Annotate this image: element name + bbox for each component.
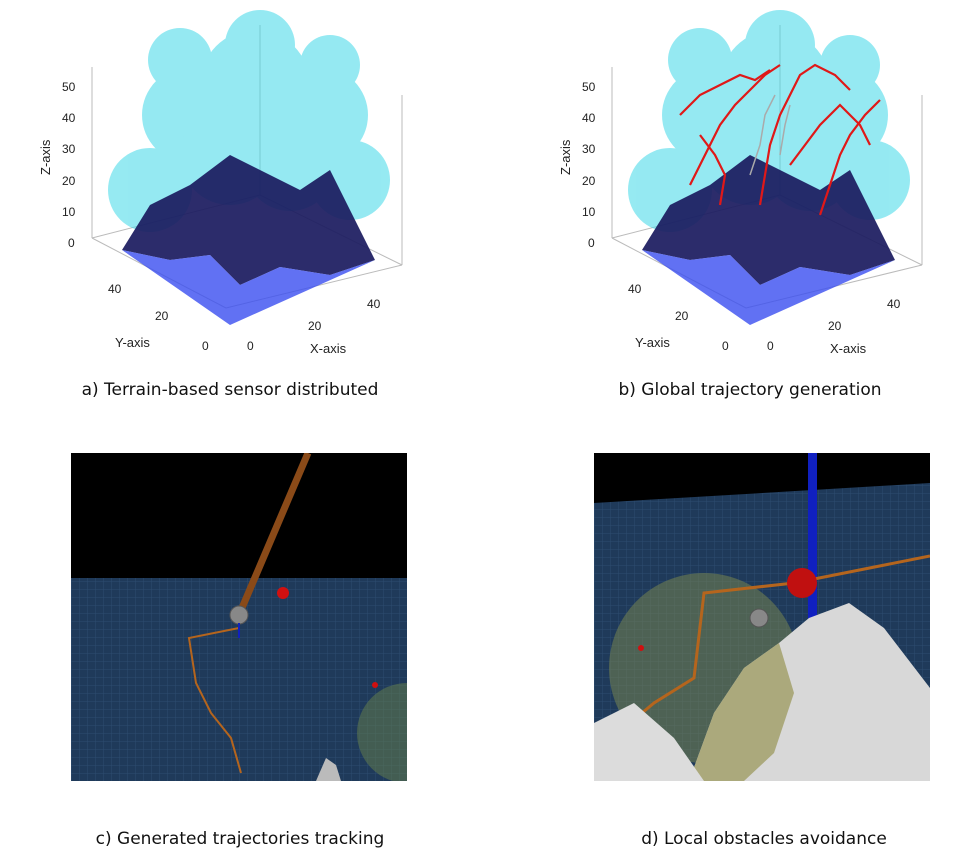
- terrain-peak: [316, 758, 341, 781]
- trajectory-path: [187, 627, 242, 774]
- goal-marker: [638, 645, 644, 651]
- caption-b: b) Global trajectory generation: [618, 380, 882, 400]
- panel-b-global-trajectory: Z-axis Y-axis X-axis 0 10 20 30 40 50 0 …: [550, 5, 950, 370]
- panel-c-trajectory-tracking: [71, 453, 407, 781]
- z-tick: 10: [582, 205, 596, 219]
- y-tick: 40: [628, 282, 642, 296]
- trajectory-path: [594, 554, 930, 755]
- z-tick: 0: [68, 236, 75, 250]
- panel-d-obstacle-avoidance: [594, 453, 930, 781]
- z-tick: 10: [62, 205, 76, 219]
- drone: [749, 608, 769, 628]
- obstacle-sphere: [357, 683, 407, 781]
- z-tick: 20: [582, 174, 596, 188]
- x-tick: 20: [828, 319, 842, 333]
- z-tick: 40: [582, 111, 596, 125]
- y-tick: 0: [722, 339, 729, 353]
- terrain-surface: [642, 155, 895, 285]
- z-tick: 30: [582, 142, 596, 156]
- z-axis-label: Z-axis: [38, 139, 53, 175]
- y-tick: 0: [202, 339, 209, 353]
- terrain-shaded: [689, 643, 794, 781]
- caption-c: c) Generated trajectories tracking: [95, 829, 385, 849]
- y-axis-label: Y-axis: [635, 335, 670, 350]
- x-tick: 0: [767, 339, 774, 353]
- z-tick: 30: [62, 142, 76, 156]
- y-tick: 20: [675, 309, 689, 323]
- ground-plane: [122, 250, 375, 325]
- sim-view-c: [71, 453, 407, 781]
- sim-view-d: [594, 453, 930, 781]
- terrain-surface: [122, 155, 375, 285]
- caption-d: d) Local obstacles avoidance: [641, 829, 887, 849]
- z-tick: 0: [588, 236, 595, 250]
- local-paths: [749, 94, 791, 176]
- z-tick: 40: [62, 111, 76, 125]
- x-tick: 0: [247, 339, 254, 353]
- y-tick: 20: [155, 309, 169, 323]
- plot-3d-b: Z-axis Y-axis X-axis 0 10 20 30 40 50 0 …: [558, 10, 923, 356]
- x-tick: 20: [308, 319, 322, 333]
- x-axis-label: X-axis: [830, 341, 867, 356]
- goal-marker: [787, 568, 817, 598]
- trajectory-tube: [235, 453, 312, 617]
- caption-a: a) Terrain-based sensor distributed: [81, 380, 379, 400]
- plot-3d-a: Z-axis Y-axis X-axis 0 10 20 30 40 50 0 …: [38, 10, 403, 356]
- y-axis-label: Y-axis: [115, 335, 150, 350]
- vertical-pole: [808, 453, 817, 643]
- y-tick: 40: [108, 282, 122, 296]
- ground-plane: [642, 250, 895, 325]
- x-tick: 40: [887, 297, 901, 311]
- z-tick: 20: [62, 174, 76, 188]
- goal-marker: [372, 682, 378, 688]
- x-tick: 40: [367, 297, 381, 311]
- drone: [229, 605, 249, 625]
- goal-marker: [277, 587, 289, 599]
- terrain-left: [594, 703, 704, 781]
- z-tick: 50: [582, 80, 596, 94]
- x-axis-label: X-axis: [310, 341, 347, 356]
- panel-a-terrain-sensors: Z-axis Y-axis X-axis 0 10 20 30 40 50 0 …: [30, 5, 430, 370]
- global-trajectories: [679, 63, 881, 216]
- z-axis-label: Z-axis: [558, 139, 573, 175]
- z-tick: 50: [62, 80, 76, 94]
